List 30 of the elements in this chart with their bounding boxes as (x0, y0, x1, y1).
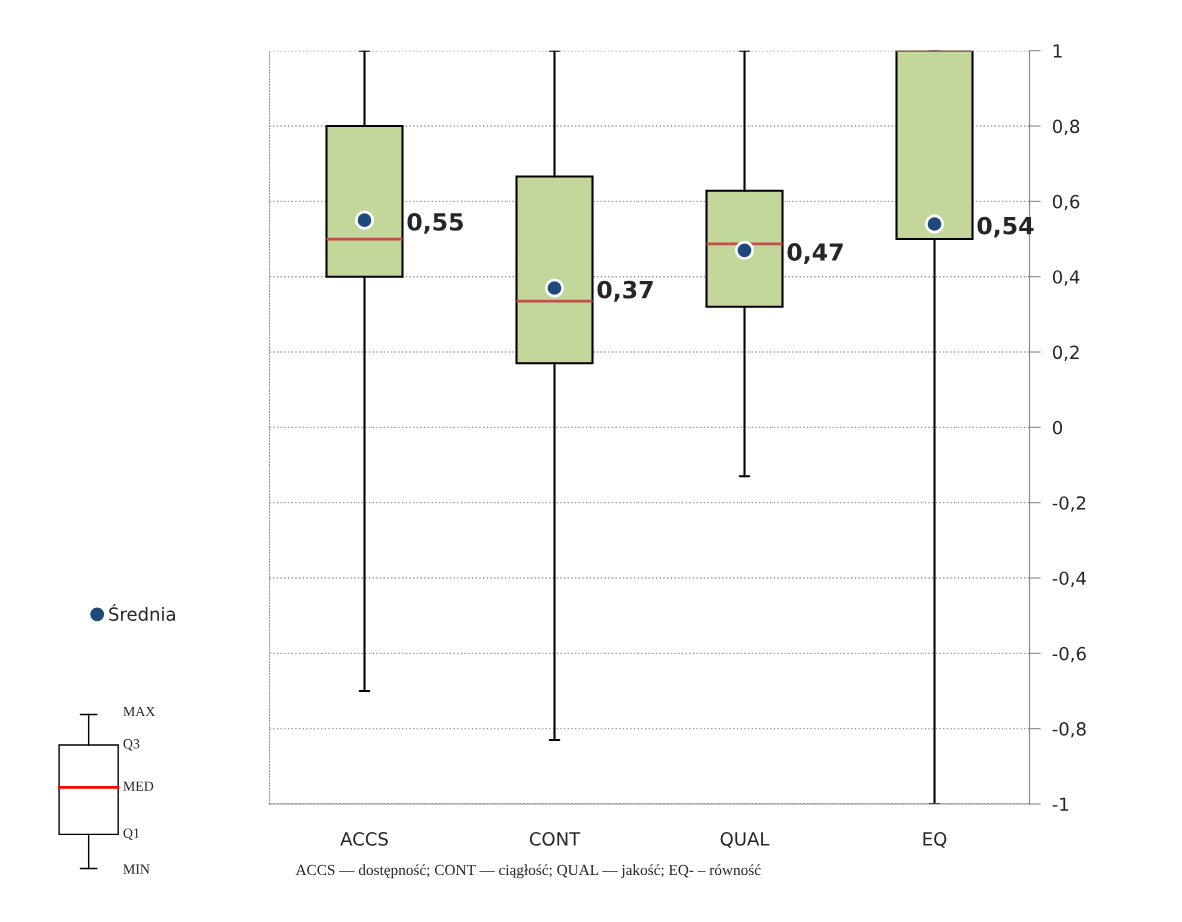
y-tick-label: 0 (1052, 420, 1063, 435)
y-tick-label: -0,4 (1052, 571, 1086, 587)
data-label: 0,55 (407, 212, 463, 234)
x-tick-label: CONT (529, 832, 581, 846)
y-tick-label: 0,8 (1052, 119, 1080, 135)
legend-label: Średnia (109, 603, 175, 621)
y-tick-label: 0,4 (1052, 270, 1080, 286)
text: Q3 (123, 739, 140, 751)
point (354, 210, 375, 230)
text: MIN (123, 864, 150, 874)
y-tick-label: 0,2 (1052, 345, 1079, 361)
text: MAX (123, 706, 156, 717)
data-label: 0,47 (787, 243, 843, 264)
y-tick-label: -0,6 (1052, 646, 1086, 663)
y-tick-label: 0,6 (1052, 194, 1080, 211)
data-label: 0,54 (977, 216, 1034, 238)
point (924, 214, 945, 234)
x-tick-label: QUAL (720, 832, 770, 848)
x-tick-label: ACCS (340, 832, 388, 846)
x-tick-label: EQ (923, 832, 947, 848)
data-label: 0,37 (597, 280, 653, 302)
text: MED (123, 781, 154, 791)
text: Q1 (123, 828, 140, 840)
y-tick-label: -0,2 (1052, 496, 1086, 512)
point (544, 278, 565, 298)
text: ACCS — dostępność; CONT — ciągłość; QUAL — jakość; EQ- – równość (295, 864, 761, 879)
y-tick-label: 1 (1053, 44, 1062, 58)
y-tick-label: -0,8 (1052, 722, 1086, 738)
y-tick-label: -1 (1052, 797, 1069, 811)
point (734, 240, 755, 260)
